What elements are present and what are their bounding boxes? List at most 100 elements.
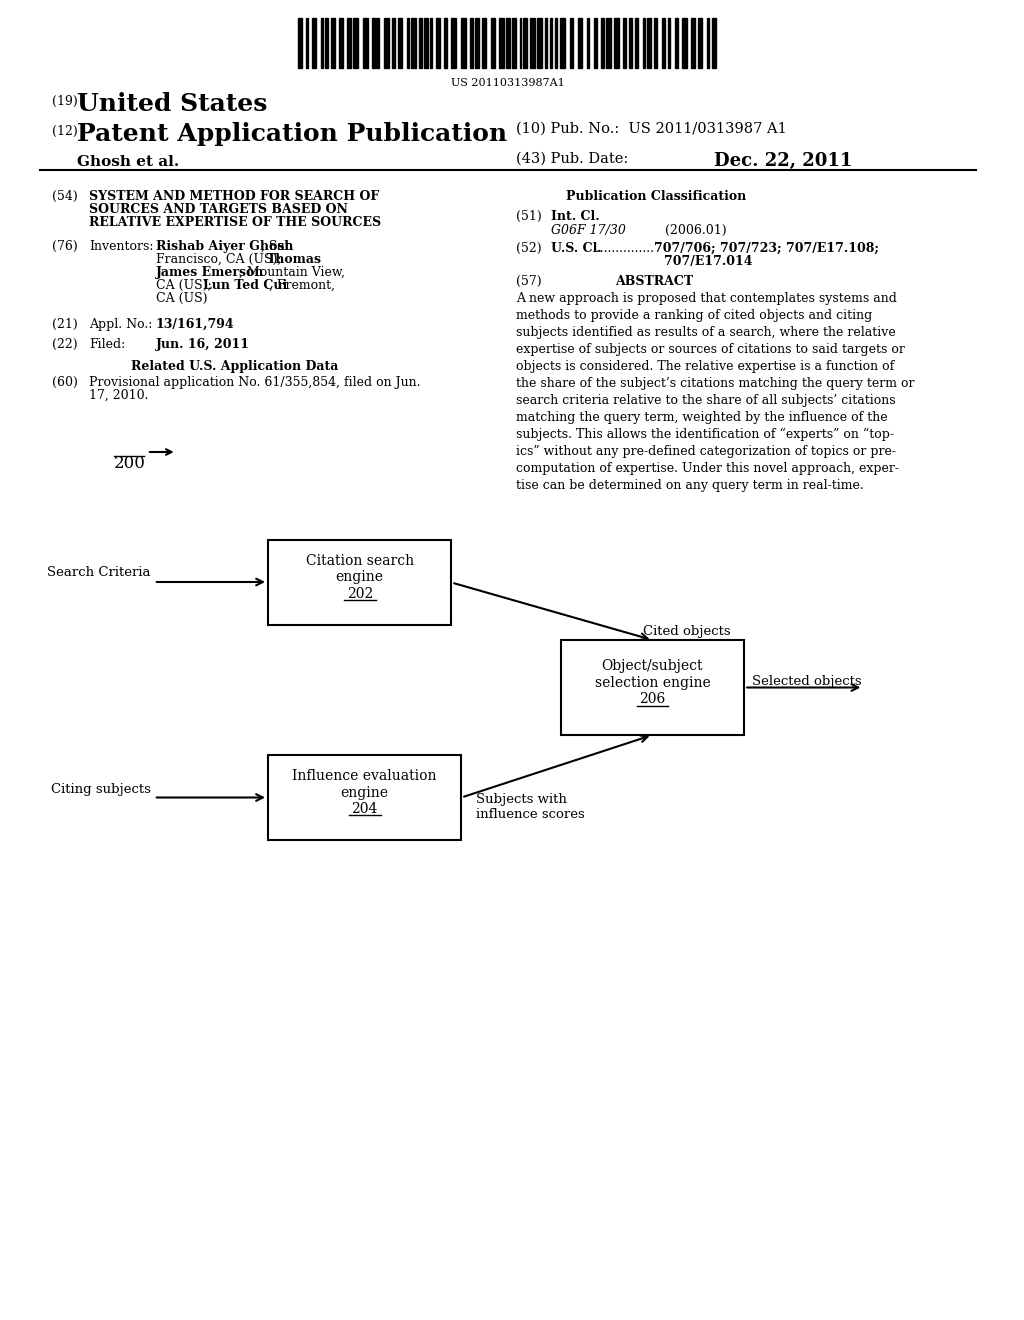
Text: (21): (21) bbox=[51, 318, 78, 331]
Text: Francisco, CA (US);: Francisco, CA (US); bbox=[156, 253, 286, 267]
Text: ................: ................ bbox=[593, 242, 654, 255]
Bar bbox=[698, 18, 702, 69]
Text: (60): (60) bbox=[51, 376, 78, 389]
Bar bbox=[362, 18, 368, 69]
Bar bbox=[321, 18, 323, 69]
Bar bbox=[443, 18, 446, 69]
Bar bbox=[490, 18, 495, 69]
Bar bbox=[411, 18, 416, 69]
Bar bbox=[268, 755, 462, 840]
Text: (12): (12) bbox=[51, 125, 78, 139]
Bar bbox=[579, 18, 582, 69]
Bar bbox=[635, 18, 638, 69]
Text: Publication Classification: Publication Classification bbox=[565, 190, 745, 203]
Bar bbox=[550, 18, 552, 69]
Text: CA (US): CA (US) bbox=[156, 292, 207, 305]
Bar bbox=[712, 18, 717, 69]
Bar bbox=[424, 18, 428, 69]
Bar bbox=[654, 18, 657, 69]
Text: (22): (22) bbox=[51, 338, 77, 351]
Text: (54): (54) bbox=[51, 190, 78, 203]
Text: ABSTRACT: ABSTRACT bbox=[615, 275, 693, 288]
Bar bbox=[500, 18, 504, 69]
Text: RELATIVE EXPERTISE OF THE SOURCES: RELATIVE EXPERTISE OF THE SOURCES bbox=[89, 216, 381, 228]
Text: (76): (76) bbox=[51, 240, 78, 253]
Bar bbox=[325, 18, 329, 69]
Bar bbox=[482, 18, 486, 69]
Bar bbox=[475, 18, 479, 69]
Text: Search Criteria: Search Criteria bbox=[47, 566, 151, 579]
Text: Int. Cl.: Int. Cl. bbox=[551, 210, 599, 223]
Text: Dec. 22, 2011: Dec. 22, 2011 bbox=[715, 152, 853, 170]
Text: A new approach is proposed that contemplates systems and
methods to provide a ra: A new approach is proposed that contempl… bbox=[516, 292, 914, 492]
Bar bbox=[530, 18, 535, 69]
Text: United States: United States bbox=[78, 92, 267, 116]
Text: Subjects with
influence scores: Subjects with influence scores bbox=[476, 792, 585, 821]
Bar bbox=[452, 18, 456, 69]
Bar bbox=[613, 18, 618, 69]
Text: 17, 2010.: 17, 2010. bbox=[89, 389, 148, 403]
Bar bbox=[668, 18, 671, 69]
Text: SOURCES AND TARGETS BASED ON: SOURCES AND TARGETS BASED ON bbox=[89, 203, 348, 216]
Bar bbox=[519, 18, 521, 69]
Bar bbox=[537, 18, 542, 69]
Bar bbox=[523, 18, 527, 69]
Text: 707/E17.014: 707/E17.014 bbox=[664, 255, 753, 268]
Text: Cited objects: Cited objects bbox=[642, 624, 730, 638]
Bar bbox=[601, 18, 604, 69]
Text: (10) Pub. No.:  US 2011/0313987 A1: (10) Pub. No.: US 2011/0313987 A1 bbox=[516, 121, 786, 136]
Text: Citing subjects: Citing subjects bbox=[51, 784, 151, 796]
Bar bbox=[372, 18, 375, 69]
Bar bbox=[690, 18, 695, 69]
Text: Appl. No.:: Appl. No.: bbox=[89, 318, 153, 331]
Text: (57): (57) bbox=[516, 275, 542, 288]
Text: Ghosh et al.: Ghosh et al. bbox=[78, 154, 179, 169]
Bar bbox=[587, 18, 589, 69]
Bar bbox=[408, 18, 410, 69]
Bar bbox=[332, 18, 335, 69]
Bar bbox=[312, 18, 316, 69]
Text: Related U.S. Application Data: Related U.S. Application Data bbox=[131, 360, 338, 374]
Text: (19): (19) bbox=[51, 95, 78, 108]
Text: 200: 200 bbox=[114, 455, 146, 473]
Bar bbox=[682, 18, 687, 69]
Bar bbox=[306, 18, 308, 69]
Text: (2006.01): (2006.01) bbox=[665, 224, 726, 238]
Text: Lun Ted Cui: Lun Ted Cui bbox=[204, 279, 288, 292]
Bar bbox=[419, 18, 422, 69]
Bar bbox=[298, 18, 301, 69]
Text: , San: , San bbox=[261, 240, 293, 253]
Bar bbox=[594, 18, 597, 69]
Text: CA (US);: CA (US); bbox=[156, 279, 215, 292]
Bar bbox=[629, 18, 632, 69]
Bar bbox=[647, 18, 651, 69]
Bar bbox=[436, 18, 440, 69]
Text: US 20110313987A1: US 20110313987A1 bbox=[452, 78, 565, 88]
Bar bbox=[662, 18, 665, 69]
Bar bbox=[377, 18, 379, 69]
Bar bbox=[384, 18, 389, 69]
Text: 13/161,794: 13/161,794 bbox=[156, 318, 234, 331]
Bar bbox=[561, 640, 744, 735]
Bar bbox=[560, 18, 564, 69]
Bar bbox=[512, 18, 516, 69]
Bar bbox=[339, 18, 343, 69]
Bar bbox=[555, 18, 557, 69]
Bar bbox=[470, 18, 472, 69]
Bar bbox=[569, 18, 573, 69]
Bar bbox=[430, 18, 432, 69]
Text: G06F 17/30: G06F 17/30 bbox=[551, 224, 626, 238]
Text: (51): (51) bbox=[516, 210, 542, 223]
Bar bbox=[461, 18, 466, 69]
Bar bbox=[545, 18, 548, 69]
Bar bbox=[268, 540, 452, 624]
Text: Influence evaluation
engine
204: Influence evaluation engine 204 bbox=[293, 770, 437, 816]
Text: 707/706; 707/723; 707/E17.108;: 707/706; 707/723; 707/E17.108; bbox=[654, 242, 879, 255]
Bar bbox=[397, 18, 402, 69]
Bar bbox=[624, 18, 627, 69]
Bar bbox=[347, 18, 351, 69]
Bar bbox=[606, 18, 611, 69]
Text: Filed:: Filed: bbox=[89, 338, 126, 351]
Text: Provisional application No. 61/355,854, filed on Jun.: Provisional application No. 61/355,854, … bbox=[89, 376, 421, 389]
Bar bbox=[506, 18, 510, 69]
